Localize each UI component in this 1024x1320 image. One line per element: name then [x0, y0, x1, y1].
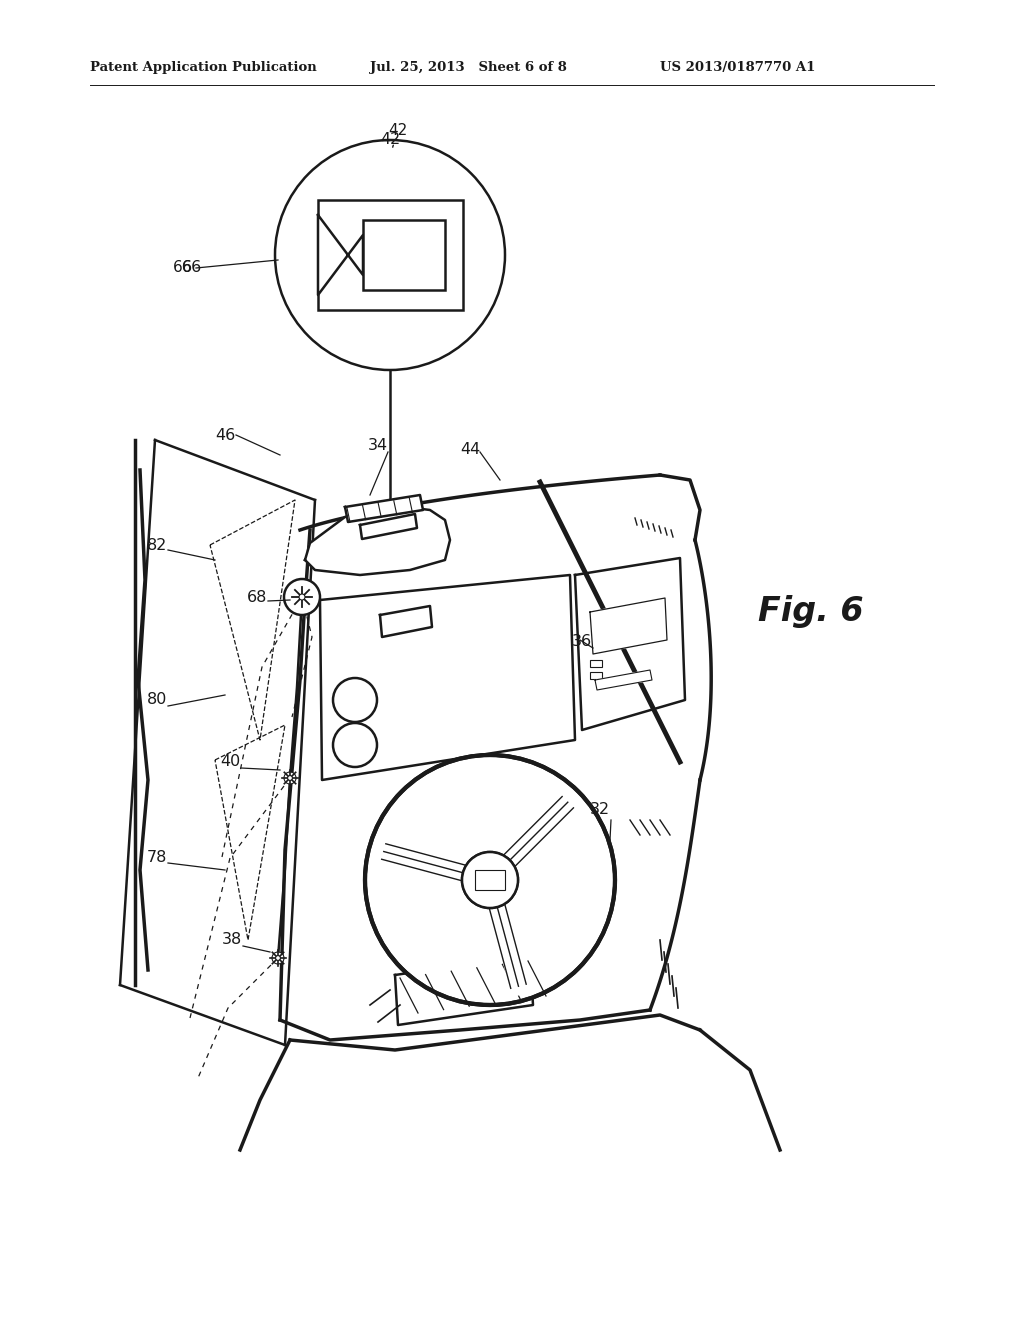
Circle shape [284, 772, 296, 784]
Text: 82: 82 [146, 537, 167, 553]
Bar [318, 201, 463, 310]
Polygon shape [575, 558, 685, 730]
Polygon shape [380, 606, 432, 638]
Text: Jul. 25, 2013   Sheet 6 of 8: Jul. 25, 2013 Sheet 6 of 8 [370, 62, 567, 74]
Polygon shape [595, 671, 652, 690]
Text: 66: 66 [172, 260, 193, 276]
Bar [475, 870, 505, 890]
Polygon shape [345, 495, 423, 521]
Circle shape [272, 952, 284, 964]
Circle shape [333, 723, 377, 767]
Circle shape [275, 956, 281, 961]
Circle shape [299, 594, 305, 601]
Circle shape [365, 755, 615, 1005]
Bar [590, 660, 602, 667]
Circle shape [288, 776, 293, 780]
Polygon shape [319, 576, 575, 780]
Text: 34: 34 [368, 437, 388, 453]
Text: 42: 42 [380, 132, 400, 148]
Text: 42: 42 [388, 123, 408, 139]
Text: Patent Application Publication: Patent Application Publication [90, 62, 316, 74]
Text: 68: 68 [247, 590, 267, 606]
Polygon shape [305, 506, 450, 576]
Text: 46: 46 [215, 428, 236, 442]
Circle shape [462, 851, 518, 908]
Text: 38: 38 [222, 932, 242, 948]
Polygon shape [395, 954, 534, 1026]
Text: 36: 36 [572, 635, 592, 649]
Circle shape [462, 851, 518, 908]
Polygon shape [590, 598, 667, 653]
Polygon shape [318, 215, 362, 294]
Polygon shape [360, 513, 417, 539]
Text: 44: 44 [460, 442, 480, 458]
Text: US 2013/0187770 A1: US 2013/0187770 A1 [660, 62, 815, 74]
Circle shape [284, 579, 319, 615]
Text: 32: 32 [590, 803, 610, 817]
Bar [362, 220, 445, 290]
Text: 66: 66 [182, 260, 202, 276]
Circle shape [275, 140, 505, 370]
Text: Fig. 6: Fig. 6 [758, 595, 863, 628]
Text: 78: 78 [146, 850, 167, 865]
Text: 40: 40 [220, 755, 240, 770]
Circle shape [333, 678, 377, 722]
Text: 80: 80 [146, 693, 167, 708]
Bar [590, 672, 602, 678]
